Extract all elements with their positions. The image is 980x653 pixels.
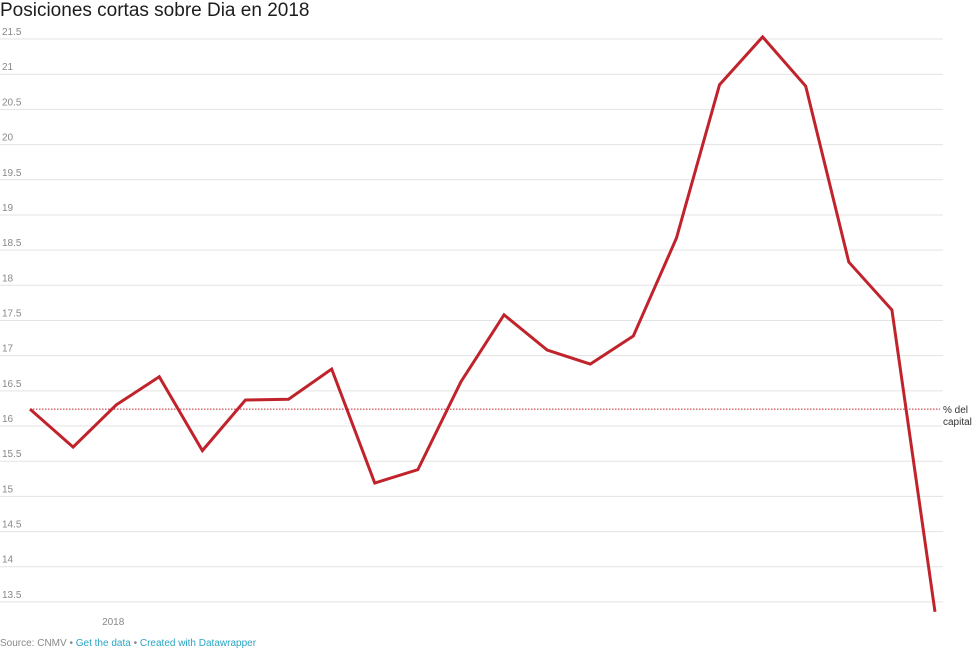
footer: Source: CNMV • Get the data • Created wi… [0,638,257,649]
reference-label: % del capital [943,405,972,428]
y-tick-label: 21 [2,62,14,73]
y-tick-label: 14.5 [2,520,22,531]
y-tick-label: 16.5 [2,379,22,390]
y-tick-label: 17 [2,344,14,355]
y-tick-label: 17.5 [2,308,22,319]
y-tick-label: 16 [2,414,14,425]
y-tick-label: 19.5 [2,168,22,179]
x-tick-label: 2018 [102,617,125,628]
credit-link[interactable]: Created with Datawrapper [139,638,257,649]
chart-title: Posiciones cortas sobre Dia en 2018 [0,0,310,21]
data-link[interactable]: Get the data [75,638,131,649]
y-tick-label: 15 [2,484,14,495]
y-tick-label: 14 [2,555,14,566]
y-tick-label: 13.5 [2,590,22,601]
y-tick-label: 18.5 [2,238,22,249]
y-tick-label: 15.5 [2,449,22,460]
line-series [29,34,937,612]
y-tick-label: 20.5 [2,97,22,108]
source: Source: CNMV [0,638,67,649]
y-tick-label: 18 [2,273,14,284]
y-tick-label: 19 [2,203,14,214]
y-tick-label: 20 [2,133,14,144]
y-tick-label: 21.5 [2,27,22,38]
